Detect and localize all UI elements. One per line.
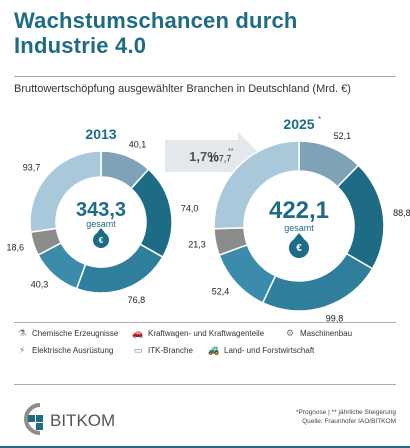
divider-bottom [14,384,396,385]
legend-label: Chemische Erzeugnisse [32,329,119,338]
data-label: 18,6 [7,243,25,253]
money-bag-top [294,233,304,239]
tractor-icon: 🚜 [208,345,220,355]
donut-slice [130,168,173,259]
divider-legend [14,322,396,323]
source-note: Quelle: Fraunhofer IAO/BITKOM [302,418,396,425]
donut-charts: 1,7% **40,174,076,840,318,693,72013343,3g… [7,115,410,324]
monitor-icon: ▭ [133,345,143,355]
data-label: 40,3 [31,279,49,289]
total-value: 422,1 [269,197,329,224]
bottom-bar [0,446,410,448]
bitkom-logo: BITKOM [24,403,115,435]
donut-slice [261,252,374,312]
legend-item-itk: ▭ ITK-Branche [132,345,193,356]
growth-label: 1,7% [189,149,219,164]
donut-slice [336,164,385,270]
year-label: 2013 [85,126,116,142]
legend-label: Elektrische Ausrüstung [32,346,114,355]
money-bag-icon [93,232,109,248]
donut-slice [213,140,300,230]
footnote: *Prognose | ** jährliche Steigerung Quel… [176,408,396,426]
page-title: Wachstumschancen durch Industrie 4.0 [14,8,398,58]
data-label: 88,8 [393,208,410,218]
title-line-1: Wachstumschancen durch [14,8,298,33]
legend: ⚗ Chemische Erzeugnisse 🚗 Kraftwagen- un… [16,329,400,379]
title-line-2: Industrie 4.0 [14,33,147,58]
data-label: 21,3 [188,239,206,249]
data-label: 52,4 [212,286,230,296]
chart-subtitle: Bruttowertschöpfung ausgewählter Branche… [14,83,351,95]
euro-icon: € [296,243,302,254]
year-footnote-mark: * [318,115,321,124]
legend-label: Land- und Forstwirtschaft [224,346,315,355]
gears-icon: ⚙ [285,328,295,338]
logo-text: BITKOM [50,411,115,430]
divider-top [14,76,396,77]
money-bag-icon [289,238,309,258]
data-label: 76,8 [128,295,146,305]
data-label: 93,7 [23,163,41,173]
flask-icon: ⚗ [17,328,27,338]
legend-item-kraftwagen: 🚗 Kraftwagen- und Kraftwagenteile [132,328,265,339]
legend-item-elektrisch: ⚡ Elektrische Ausrüstung [16,345,114,356]
legend-label: Maschinenbau [300,329,353,338]
total-value: 343,3 [76,199,126,221]
data-label: 74,0 [181,204,199,214]
data-label: 40,1 [129,140,147,150]
footnote-line-1: *Prognose | ** jährliche Steigerung [296,409,396,416]
data-label: 52,1 [334,131,352,141]
growth-footnote-mark: ** [228,148,234,155]
donut-slice [75,243,164,294]
legend-label: Kraftwagen- und Kraftwagenteile [148,329,265,338]
legend-label: ITK-Branche [148,346,193,355]
car-icon: 🚗 [132,328,144,338]
legend-item-maschinenbau: ⚙ Maschinenbau [284,328,353,339]
donut-slice [29,150,102,233]
legend-item-chemie: ⚗ Chemische Erzeugnisse [16,328,119,339]
data-label: 107,7 [209,154,232,164]
money-bag-top [97,228,105,233]
data-label: 99,8 [326,314,344,324]
plug-icon: ⚡ [18,345,26,355]
euro-icon: € [99,236,104,245]
year-label: 2025 [283,116,314,132]
total-label: gesamt [86,219,116,229]
legend-item-land: 🚜 Land- und Forstwirtschaft [208,345,315,356]
total-label: gesamt [284,223,314,233]
